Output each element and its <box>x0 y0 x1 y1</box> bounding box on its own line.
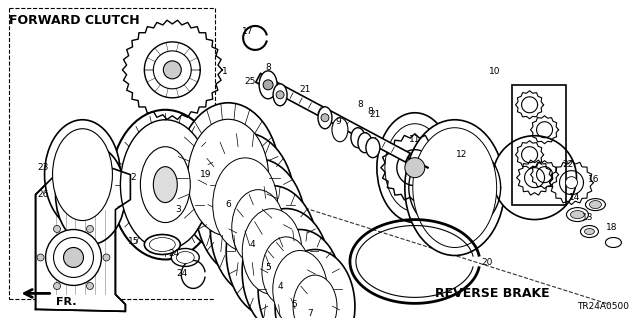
Ellipse shape <box>243 209 302 294</box>
Circle shape <box>409 142 500 234</box>
Ellipse shape <box>570 211 584 219</box>
Text: 25: 25 <box>244 77 256 86</box>
Ellipse shape <box>149 238 175 251</box>
Text: 10: 10 <box>489 67 500 76</box>
Text: 8: 8 <box>367 107 372 116</box>
Ellipse shape <box>566 208 588 222</box>
Ellipse shape <box>176 103 280 252</box>
Ellipse shape <box>605 238 621 248</box>
Ellipse shape <box>232 190 284 265</box>
Text: 4: 4 <box>250 240 255 249</box>
Ellipse shape <box>589 201 602 209</box>
Text: 19: 19 <box>200 170 211 179</box>
Circle shape <box>263 80 273 90</box>
Text: 8: 8 <box>357 100 363 109</box>
Text: 13: 13 <box>582 213 593 222</box>
Text: 17: 17 <box>243 27 254 36</box>
Text: FR.: FR. <box>56 297 76 308</box>
Text: REVERSE BRAKE: REVERSE BRAKE <box>435 287 549 300</box>
Text: 20: 20 <box>481 258 492 267</box>
Text: 21: 21 <box>369 110 381 119</box>
Text: 12: 12 <box>456 150 467 159</box>
Text: 8: 8 <box>265 63 271 72</box>
Circle shape <box>163 61 181 79</box>
Ellipse shape <box>52 129 113 220</box>
Circle shape <box>54 238 93 278</box>
Ellipse shape <box>154 167 177 203</box>
Ellipse shape <box>120 120 210 249</box>
Text: TR24A0500: TR24A0500 <box>577 302 629 311</box>
Text: 6: 6 <box>225 200 231 209</box>
Circle shape <box>86 283 93 289</box>
Text: 9: 9 <box>335 117 341 126</box>
Ellipse shape <box>580 226 598 238</box>
Bar <box>511 85 566 204</box>
Ellipse shape <box>172 249 199 266</box>
Circle shape <box>321 114 329 122</box>
Ellipse shape <box>273 250 327 319</box>
Ellipse shape <box>377 113 452 223</box>
Text: 1: 1 <box>222 67 228 76</box>
Circle shape <box>54 283 61 289</box>
Ellipse shape <box>242 209 330 319</box>
Text: 4: 4 <box>277 282 283 291</box>
Ellipse shape <box>111 110 220 259</box>
Ellipse shape <box>273 84 287 106</box>
Circle shape <box>45 230 102 286</box>
Ellipse shape <box>405 120 504 256</box>
Ellipse shape <box>358 133 372 153</box>
Text: 26: 26 <box>37 190 48 199</box>
Text: 24: 24 <box>169 249 180 258</box>
Ellipse shape <box>293 275 337 319</box>
Ellipse shape <box>385 124 445 211</box>
Ellipse shape <box>586 199 605 211</box>
Circle shape <box>405 158 425 178</box>
Circle shape <box>103 254 110 261</box>
Text: 21: 21 <box>300 85 310 94</box>
Ellipse shape <box>45 120 120 230</box>
Text: 14: 14 <box>569 193 580 202</box>
Polygon shape <box>36 168 131 311</box>
Circle shape <box>37 254 44 261</box>
Ellipse shape <box>188 119 269 236</box>
Ellipse shape <box>413 128 497 248</box>
Ellipse shape <box>145 234 180 255</box>
Ellipse shape <box>332 118 348 142</box>
Text: 24: 24 <box>177 269 188 278</box>
Text: 22: 22 <box>562 160 573 169</box>
Ellipse shape <box>258 230 342 319</box>
Circle shape <box>566 177 577 189</box>
Text: 16: 16 <box>588 175 599 184</box>
Ellipse shape <box>140 147 190 223</box>
Ellipse shape <box>226 186 318 317</box>
Polygon shape <box>256 73 410 162</box>
Ellipse shape <box>351 128 365 148</box>
Ellipse shape <box>56 145 125 244</box>
Ellipse shape <box>584 228 595 234</box>
Text: 5: 5 <box>291 300 297 309</box>
Ellipse shape <box>210 159 306 296</box>
Text: 15: 15 <box>127 237 139 246</box>
Circle shape <box>63 248 83 267</box>
Text: 11: 11 <box>409 135 420 144</box>
Text: 18: 18 <box>605 223 617 232</box>
Ellipse shape <box>262 237 310 306</box>
Ellipse shape <box>275 249 355 319</box>
Ellipse shape <box>259 71 277 99</box>
Ellipse shape <box>366 138 380 158</box>
Text: 5: 5 <box>265 263 271 272</box>
Text: 3: 3 <box>175 205 181 214</box>
Circle shape <box>493 136 577 219</box>
Circle shape <box>276 91 284 99</box>
Text: 7: 7 <box>307 309 313 318</box>
Circle shape <box>54 226 61 233</box>
Ellipse shape <box>195 133 295 277</box>
Text: FORWARD CLUTCH: FORWARD CLUTCH <box>8 14 140 27</box>
Circle shape <box>86 226 93 233</box>
Ellipse shape <box>212 158 278 251</box>
Ellipse shape <box>176 251 195 263</box>
Text: 2: 2 <box>131 173 136 182</box>
Ellipse shape <box>318 107 332 129</box>
Text: 23: 23 <box>37 163 48 172</box>
